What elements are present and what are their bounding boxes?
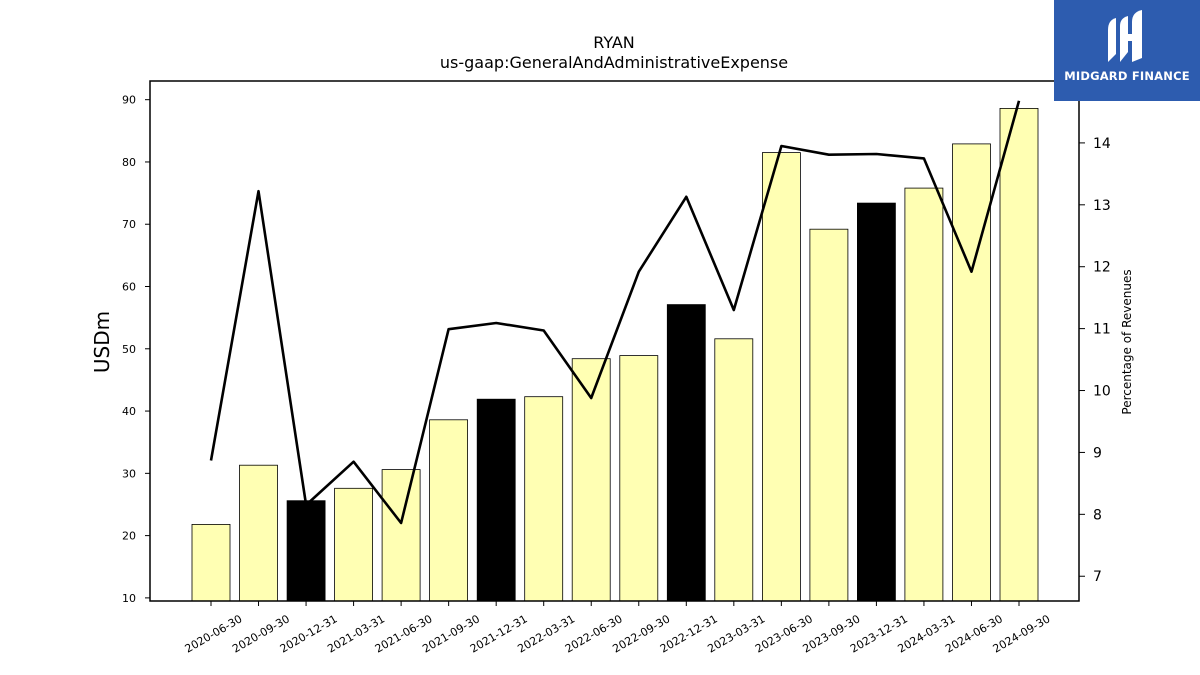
chart-subtitle: us-gaap:GeneralAndAdministrativeExpense <box>440 53 788 72</box>
plot-frame <box>149 80 1080 602</box>
y-right-tick-label: 9 <box>1093 445 1102 461</box>
bar-2022-09-30 <box>619 355 659 602</box>
logo-mark-icon <box>1108 10 1142 62</box>
y-tick-label: 70 <box>122 218 136 231</box>
bar-2022-03-31 <box>524 396 564 602</box>
x-axis: 2020-06-302020-09-302020-12-312021-03-31… <box>183 601 1053 656</box>
y-axis-right: 7 8 9 10 11 12 13 14 <box>1079 136 1111 585</box>
bar-2020-06-30 <box>191 524 231 602</box>
logo-text: MIDGARD FINANCE <box>1064 69 1190 83</box>
y-tick-label: 80 <box>122 156 136 169</box>
bar-2020-12-31 <box>286 500 326 602</box>
bar-2021-06-30 <box>381 469 421 602</box>
line-series <box>209 100 1021 525</box>
y-tick-label: 60 <box>122 281 136 294</box>
y-axis-label-right: Percentage of Revenues <box>1120 269 1134 414</box>
y-axis-left: 10 20 30 40 50 60 70 80 90 <box>122 94 150 605</box>
percentage-line <box>209 100 1021 525</box>
y-right-tick-label: 7 <box>1093 569 1102 585</box>
bar-2023-12-31 <box>857 202 896 602</box>
y-tick-label: 10 <box>122 592 136 605</box>
bar-2021-03-31 <box>334 487 374 602</box>
chart-title: RYAN <box>593 33 635 52</box>
bar-2023-09-30 <box>809 228 849 602</box>
y-tick-label: 20 <box>122 530 136 543</box>
y-axis-label-left: USDm <box>90 311 114 373</box>
bar-2023-03-31 <box>714 338 754 602</box>
bar-2023-06-30 <box>762 152 801 602</box>
y-right-tick-label: 13 <box>1093 198 1111 214</box>
y-right-tick-label: 10 <box>1093 384 1111 400</box>
y-right-tick-label: 8 <box>1093 507 1102 523</box>
bar-2020-09-30 <box>239 464 278 602</box>
bar-2024-06-30 <box>952 143 991 602</box>
y-right-tick-label: 11 <box>1093 322 1111 338</box>
y-right-tick-label: 12 <box>1093 260 1111 276</box>
bar-series <box>191 108 1039 602</box>
bar-2024-09-30 <box>999 108 1039 602</box>
y-tick-label: 30 <box>122 467 136 480</box>
midgard-finance-logo: MIDGARD FINANCE <box>1054 0 1200 101</box>
bar-2022-12-31 <box>666 304 706 602</box>
bar-2021-12-31 <box>476 398 516 602</box>
y-right-tick-label: 14 <box>1093 136 1111 152</box>
bar-2021-09-30 <box>429 419 469 602</box>
y-tick-label: 40 <box>122 405 136 418</box>
y-tick-label: 90 <box>122 94 136 107</box>
bar-2024-03-31 <box>904 187 944 602</box>
y-tick-label: 50 <box>122 343 136 356</box>
